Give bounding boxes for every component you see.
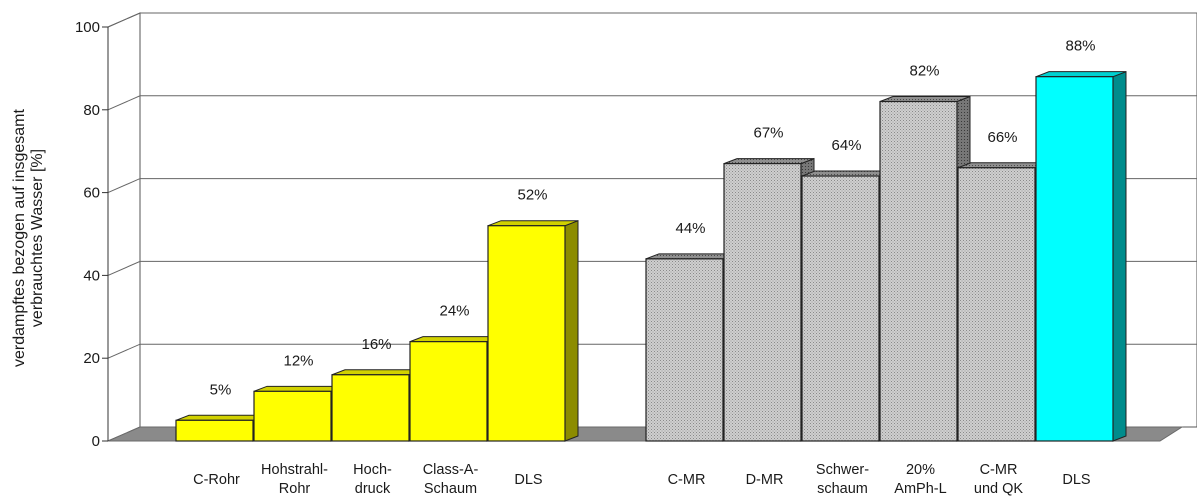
category-label-line: Hoch- xyxy=(353,462,392,478)
y-axis: 0 20 40 60 80 100 xyxy=(75,19,109,450)
bar xyxy=(487,219,579,442)
category-label: Schwer-schaum xyxy=(816,462,869,497)
bar xyxy=(645,253,737,442)
data-label: 16% xyxy=(361,336,391,353)
category-label-line: Hohstrahl- xyxy=(261,462,328,478)
bar-top xyxy=(253,385,345,392)
category-label: Hohstrahl- Rohr xyxy=(261,462,328,497)
y-tick-label: 20 xyxy=(83,350,100,367)
bar-face xyxy=(409,341,488,442)
category-label: Class-A- Schaum xyxy=(423,462,479,497)
category-label-line: DLS xyxy=(514,472,542,488)
category-label-line: AmPh-L xyxy=(894,481,946,497)
category-label-line: Rohr xyxy=(279,481,311,497)
y-tick-label: 60 xyxy=(83,185,100,202)
data-label: 52% xyxy=(517,187,547,204)
category-label-line: C-MR xyxy=(668,472,706,488)
category-label-line: druck xyxy=(355,481,391,497)
category-label-line: DLS xyxy=(1062,472,1090,488)
bar xyxy=(409,335,501,442)
category-label: C-MR und QK xyxy=(974,462,1023,497)
bar-side xyxy=(1112,70,1127,442)
bar xyxy=(723,157,815,442)
bar-top xyxy=(801,170,893,177)
category-label: C-Rohr xyxy=(193,472,240,488)
category-label: C-MR xyxy=(668,472,706,488)
bar-top xyxy=(331,369,423,376)
bar-side xyxy=(564,219,579,442)
category-label-line: C-MR xyxy=(980,462,1018,478)
data-label: 5% xyxy=(210,381,232,398)
side-wall xyxy=(107,12,141,442)
bar xyxy=(879,95,971,442)
category-label: D-MR xyxy=(746,472,784,488)
data-label: 24% xyxy=(439,303,469,320)
category-label-line: D-MR xyxy=(746,472,784,488)
gridline xyxy=(107,12,1197,28)
bar xyxy=(1035,70,1127,442)
bar-top xyxy=(409,336,501,343)
data-label: 64% xyxy=(831,137,861,154)
data-label: 88% xyxy=(1065,38,1095,55)
bar-top xyxy=(175,414,267,421)
category-label: DLS xyxy=(514,472,542,488)
bar-face xyxy=(645,258,724,442)
data-label: 44% xyxy=(675,220,705,237)
bar xyxy=(331,369,423,442)
bar-top xyxy=(723,158,815,165)
bar-face xyxy=(175,419,254,442)
bar xyxy=(253,385,345,442)
category-label-line: schaum xyxy=(817,481,868,497)
category-label-line: und QK xyxy=(974,481,1023,497)
y-axis-label: verdampftes bezogen auf insgesamtverbrau… xyxy=(11,108,46,366)
y-tick-label: 100 xyxy=(75,19,100,36)
category-label-line: 20% xyxy=(906,462,935,478)
data-label: 12% xyxy=(283,352,313,369)
bar-face xyxy=(957,167,1036,442)
y-tick-label: 40 xyxy=(83,267,100,284)
bar-face xyxy=(487,225,566,442)
bar-top xyxy=(957,162,1049,169)
category-label: Hoch-druck xyxy=(353,462,392,497)
bar-top xyxy=(1035,71,1127,78)
bar-face xyxy=(879,100,958,442)
category-label: 20% AmPh-L xyxy=(894,462,946,497)
data-label: 67% xyxy=(753,125,783,142)
gridline xyxy=(107,95,1197,111)
bar-face xyxy=(331,374,410,442)
bar-top xyxy=(645,253,737,260)
data-label: 66% xyxy=(987,129,1017,146)
bar-top xyxy=(487,220,579,227)
category-label-line: Class-A- xyxy=(423,462,479,478)
y-tick-label: 80 xyxy=(83,102,100,119)
bar-top xyxy=(879,96,971,103)
bar-face xyxy=(801,175,880,442)
bar xyxy=(175,414,267,442)
bar-face xyxy=(1035,76,1114,442)
data-labels: 5% 12% 16% 24% 52% 44% 67% 64% 82% 66% 88% xyxy=(210,38,1096,399)
bar xyxy=(801,170,893,442)
bar-face xyxy=(253,390,332,442)
bars xyxy=(175,70,1127,442)
x-axis-categories: C-Rohr Hohstrahl- Rohr Hoch-druck Class-A- Sc… xyxy=(193,462,1090,497)
data-label: 82% xyxy=(909,63,939,80)
category-label-line: C-Rohr xyxy=(193,472,240,488)
y-tick-label: 0 xyxy=(92,433,100,450)
bar-face xyxy=(723,163,802,442)
bar xyxy=(957,162,1049,442)
y-axis-label-line: verdampftes bezogen auf insgesamt xyxy=(11,108,28,366)
category-label: DLS xyxy=(1062,472,1090,488)
category-label-line: Schaum xyxy=(424,481,477,497)
category-label-line: Schwer- xyxy=(816,462,869,478)
y-axis-label-line: verbrauchtes Wasser [%] xyxy=(29,149,46,327)
